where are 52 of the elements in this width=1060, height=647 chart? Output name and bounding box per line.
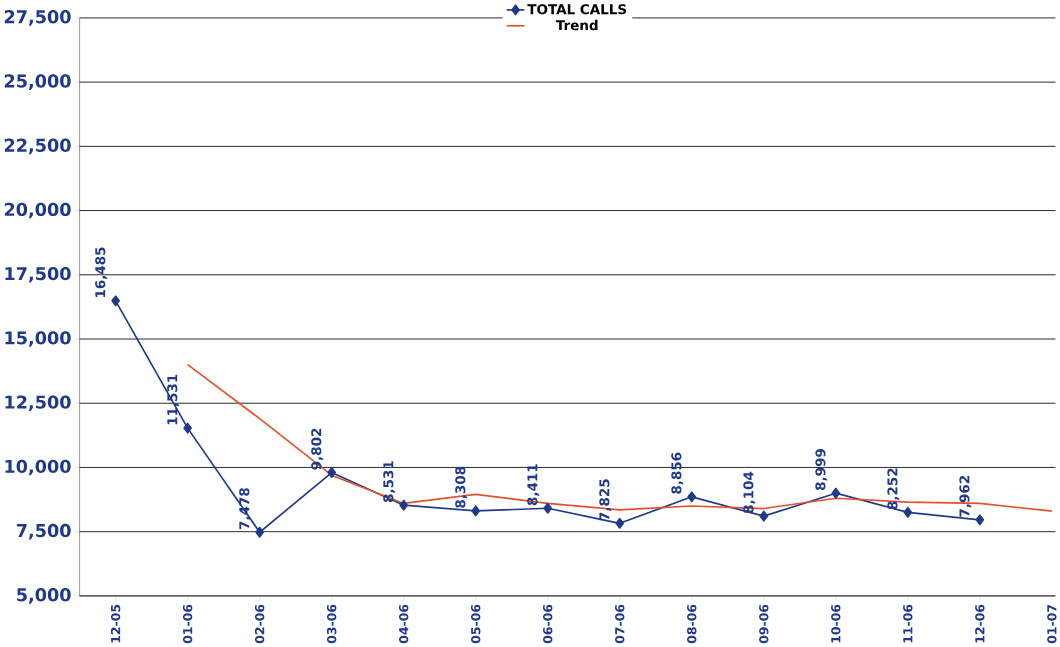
x-tick-label: 11-06 xyxy=(903,604,913,643)
point xyxy=(111,295,120,307)
x-tick-label: 12-06 xyxy=(975,604,985,643)
data-label: 7,962 xyxy=(959,475,972,517)
point xyxy=(471,505,481,517)
x-tick-label: 07-06 xyxy=(615,604,625,644)
data-label: 8,104 xyxy=(743,471,756,513)
x-tick-label: 06-06 xyxy=(543,604,553,644)
data-label: 7,478 xyxy=(239,488,252,529)
data-label: 8,531 xyxy=(383,461,396,502)
point xyxy=(615,517,625,529)
x-tick-label: 08-06 xyxy=(687,604,697,644)
x-tick-label: 01-06 xyxy=(182,604,193,644)
data-label: 8,252 xyxy=(887,468,900,510)
x-tick-label: 04-06 xyxy=(398,604,409,644)
x-tick-label: 02-06 xyxy=(254,604,265,644)
point xyxy=(255,526,264,538)
x-tick-label: 03-06 xyxy=(326,604,337,644)
y-tick-label: 22,500 xyxy=(4,138,71,155)
point xyxy=(183,422,192,434)
data-label: 7,825 xyxy=(599,479,612,521)
data-label: 11,531 xyxy=(167,374,180,425)
y-tick-label: 20,000 xyxy=(4,202,71,219)
x-tick-label: 05-06 xyxy=(471,604,481,644)
data-label: 8,308 xyxy=(455,466,468,508)
point xyxy=(687,491,697,503)
point xyxy=(399,499,409,511)
x-tick-label: 12-05 xyxy=(110,604,121,643)
y-tick-label: 5,000 xyxy=(17,587,71,604)
point xyxy=(831,487,841,499)
x-tick-label: 01-07 xyxy=(1047,604,1057,644)
y-tick-label: 17,500 xyxy=(5,266,71,283)
data-label: 8,999 xyxy=(815,448,828,490)
x-tick-label: 10-06 xyxy=(831,604,841,643)
y-tick-label: 12,500 xyxy=(5,395,71,411)
y-tick-label: 25,000 xyxy=(4,74,71,90)
point xyxy=(759,510,769,522)
y-tick-label: 27,500 xyxy=(4,9,71,26)
point xyxy=(975,514,985,526)
data-label: 8,856 xyxy=(671,452,684,494)
y-tick-label: 10,000 xyxy=(5,459,71,476)
point xyxy=(903,506,913,518)
x-tick-label: 09-06 xyxy=(759,604,769,644)
data-label: 8,411 xyxy=(527,464,540,506)
legend-label: TOTAL CALLS xyxy=(527,4,627,15)
legend-label: Trend xyxy=(555,19,598,31)
y-tick-label: 7,500 xyxy=(16,523,71,540)
y-tick-label: 15,000 xyxy=(5,331,71,347)
data-label: 9,802 xyxy=(311,428,324,470)
point xyxy=(543,502,553,514)
data-label: 16,485 xyxy=(95,247,108,297)
point xyxy=(327,466,337,478)
